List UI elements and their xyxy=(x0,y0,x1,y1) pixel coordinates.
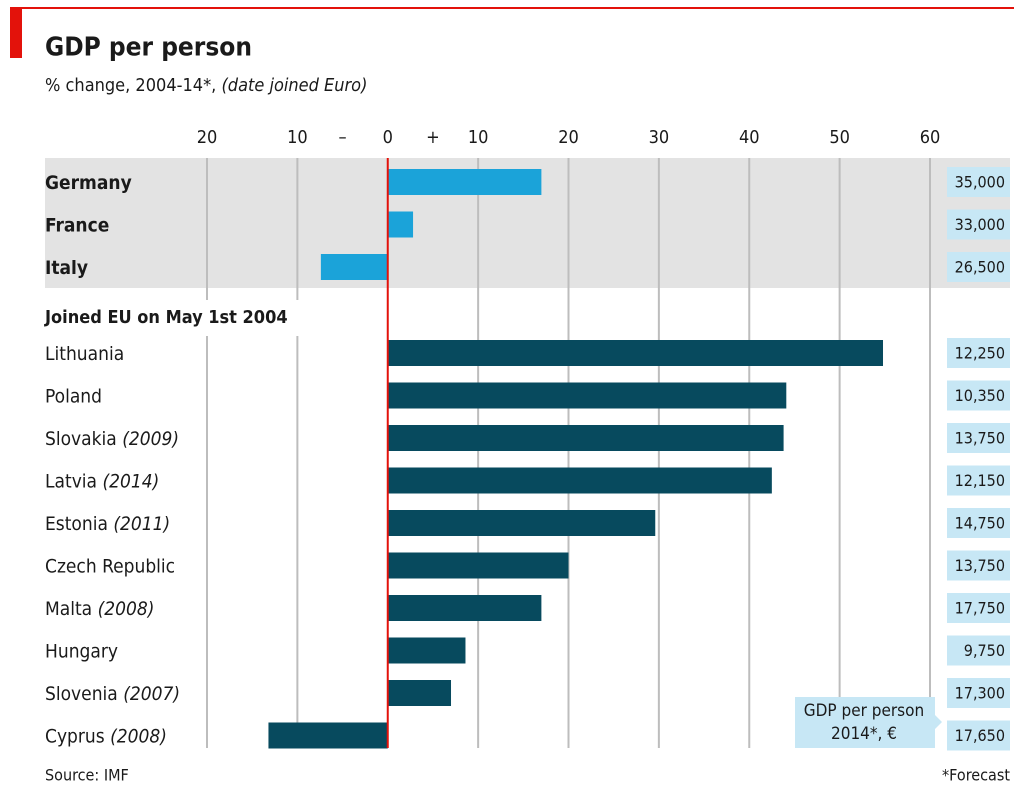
category-name: Estonia xyxy=(45,513,108,535)
subtitle: % change, 2004-14*, xyxy=(45,75,216,96)
gdp-title: 2014*, € xyxy=(831,724,897,744)
category-label: Slovenia (2007) xyxy=(45,683,180,705)
category-name: Slovenia xyxy=(45,683,118,705)
gdp-label: 13,750 xyxy=(955,429,1005,448)
gdp-box xyxy=(947,720,1010,751)
gdp-label: 35,000 xyxy=(955,173,1005,192)
subtitle-note: (date joined Euro) xyxy=(221,75,367,96)
gdp-label: 10,350 xyxy=(955,386,1005,405)
red-tab xyxy=(10,7,22,58)
category-label: Italy xyxy=(45,257,88,279)
gdp-box xyxy=(947,635,1010,666)
category-name: Cyprus xyxy=(45,725,105,747)
bar xyxy=(387,467,772,494)
x-tick-label: 30 xyxy=(649,127,670,148)
category-name: Czech Republic xyxy=(45,555,175,577)
category-label: Czech Republic xyxy=(45,555,175,577)
gdp-label: 33,000 xyxy=(955,215,1005,234)
euro-date: (2007) xyxy=(123,683,180,705)
category-label: Cyprus (2008) xyxy=(45,725,167,747)
gdp-label: 17,650 xyxy=(955,726,1005,745)
category-label: Poland xyxy=(45,385,102,407)
x-tick-label: 20 xyxy=(197,127,218,148)
bar xyxy=(387,340,884,366)
bar xyxy=(387,425,784,451)
gdp-box xyxy=(947,550,1010,581)
gdp-label: 9,750 xyxy=(964,641,1005,660)
callout-box xyxy=(795,697,942,748)
gdp-label: 14,750 xyxy=(955,514,1005,533)
x-tick-label: 60 xyxy=(920,127,941,148)
euro-date: (2011) xyxy=(113,513,170,535)
bar xyxy=(387,680,452,706)
category-name: Latvia xyxy=(45,470,97,492)
category-label: France xyxy=(45,214,109,236)
gdp-box xyxy=(947,508,1010,538)
gdp-box xyxy=(947,465,1010,496)
gdp-box xyxy=(947,252,1010,282)
category-name: Poland xyxy=(45,385,102,407)
bar xyxy=(387,510,656,536)
top-rule xyxy=(10,7,1014,9)
category-label: Germany xyxy=(45,172,132,194)
gdp-box xyxy=(947,678,1010,708)
category-name: Lithuania xyxy=(45,343,124,365)
section-label: Joined EU on May 1st 2004 xyxy=(44,307,288,328)
gdp-box xyxy=(947,167,1010,197)
category-name: Hungary xyxy=(45,640,118,662)
category-label: Malta (2008) xyxy=(45,598,154,620)
category-name: Malta xyxy=(45,598,92,620)
category-label: Latvia (2014) xyxy=(45,470,159,492)
category-name: France xyxy=(45,214,109,236)
gdp-label: 12,250 xyxy=(955,344,1005,363)
x-tick-label: 40 xyxy=(739,127,760,148)
category-label: Lithuania xyxy=(45,343,124,365)
bar xyxy=(387,169,542,195)
sign-label: – xyxy=(339,127,347,148)
gdp-label: 17,300 xyxy=(955,684,1005,703)
bar xyxy=(387,211,414,238)
bar xyxy=(387,637,466,664)
chart-subtitle: % change, 2004-14*, (date joined Euro) xyxy=(45,75,367,96)
category-name: Italy xyxy=(45,257,88,279)
gdp-box xyxy=(947,338,1010,368)
euro-date: (2014) xyxy=(102,470,159,492)
bar xyxy=(387,382,787,409)
gdp-label: 13,750 xyxy=(955,556,1005,575)
category-label: Slovakia (2009) xyxy=(45,428,179,450)
gdp-box xyxy=(947,209,1010,240)
gdp-label: 26,500 xyxy=(955,258,1005,277)
gdp-box xyxy=(947,423,1010,453)
gdp-label: 17,750 xyxy=(955,599,1005,618)
x-tick-label: 20 xyxy=(558,127,579,148)
bar xyxy=(320,254,388,280)
euro-date: (2008) xyxy=(98,598,155,620)
sign-label: + xyxy=(426,127,440,148)
footnote: *Forecast xyxy=(942,766,1010,785)
x-tick-label: 0 xyxy=(383,127,393,148)
category-label: Estonia (2011) xyxy=(45,513,170,535)
bar xyxy=(387,552,569,579)
gdp-box xyxy=(947,380,1010,411)
source: Source: IMF xyxy=(45,766,129,785)
chart-title: GDP per person xyxy=(45,33,252,63)
category-label: Hungary xyxy=(45,640,118,662)
label-backing xyxy=(40,300,300,336)
euro-date: (2008) xyxy=(110,725,167,747)
euro-date: (2009) xyxy=(122,428,179,450)
gdp-title: GDP per person xyxy=(804,701,924,721)
category-name: Germany xyxy=(45,172,132,194)
x-tick-label: 10 xyxy=(287,127,308,148)
bar xyxy=(268,722,388,749)
gdp-label: 12,150 xyxy=(955,471,1005,490)
x-tick-label: 10 xyxy=(468,127,489,148)
category-name: Slovakia xyxy=(45,428,117,450)
x-tick-label: 50 xyxy=(829,127,850,148)
gdp-box xyxy=(947,593,1010,623)
bar xyxy=(387,595,542,621)
